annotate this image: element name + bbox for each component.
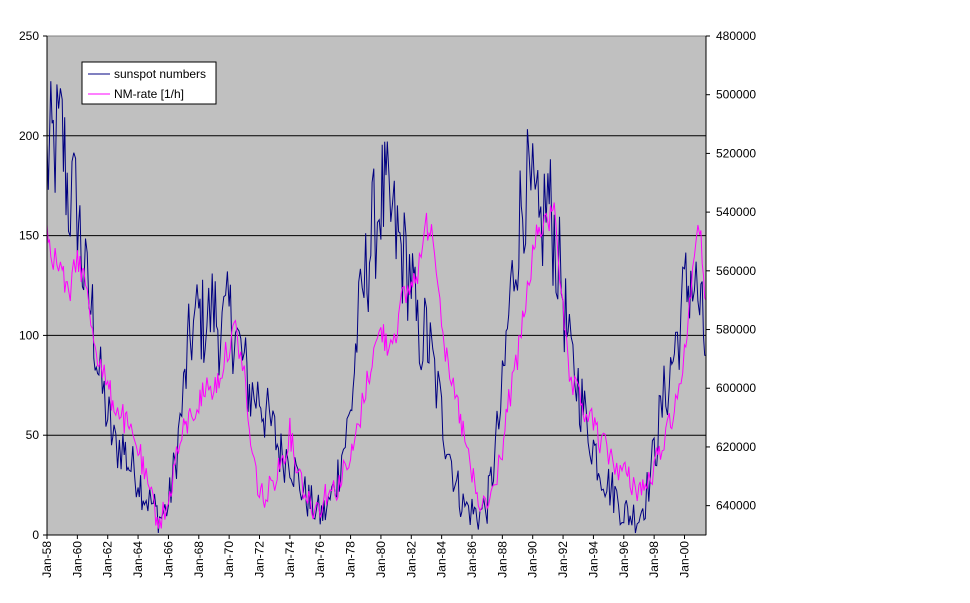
x-axis-tick-label: Jan-72 — [252, 541, 266, 578]
plot-area — [47, 36, 706, 535]
right-axis-tick-label: 560000 — [716, 264, 756, 278]
legend: sunspot numbers NM-rate [1/h] — [81, 61, 217, 105]
series-line-sunspot-numbers — [46, 81, 707, 534]
x-axis-tick-label: Jan-60 — [70, 541, 84, 578]
legend-label: NM-rate [1/h] — [114, 87, 184, 101]
series-line-nm-rate — [46, 202, 707, 529]
x-axis-tick-label: Jan-80 — [374, 541, 388, 578]
right-axis-tick-label: 600000 — [716, 381, 756, 395]
right-axis-tick-label: 540000 — [716, 205, 756, 219]
x-axis-tick-label: Jan-96 — [617, 541, 631, 578]
left-axis-tick-label: 0 — [32, 528, 39, 542]
legend-label: sunspot numbers — [114, 67, 206, 81]
x-axis-tick-label: Jan-58 — [40, 541, 54, 578]
x-axis-tick-label: Jan-62 — [101, 541, 115, 578]
left-axis-tick-label: 150 — [19, 229, 39, 243]
x-axis-tick-label: Jan-66 — [161, 541, 175, 578]
x-axis-tick-label: Jan-92 — [556, 541, 570, 578]
x-axis-tick-label: Jan-78 — [344, 541, 358, 578]
x-axis-tick-label: Jan-00 — [677, 541, 691, 578]
right-axis-tick-label: 640000 — [716, 499, 756, 513]
legend-box — [81, 61, 217, 105]
left-axis-tick-label: 100 — [19, 328, 39, 342]
x-axis-tick-label: Jan-88 — [495, 541, 509, 578]
right-axis: 480000 500000 520000 540000 560000 580000 6000… — [705, 29, 756, 535]
x-axis-tick-label: Jan-94 — [586, 541, 600, 578]
x-axis-tick-label: Jan-68 — [192, 541, 206, 578]
x-axis-tick-label: Jan-70 — [222, 541, 236, 578]
x-axis-tick-label: Jan-64 — [131, 541, 145, 578]
x-axis-tick-label: Jan-76 — [313, 541, 327, 578]
x-axis: Jan-58 Jan-60 Jan-62 Jan-64 Jan-66 Jan-68 Jan-… — [40, 534, 706, 578]
right-axis-tick-label: 520000 — [716, 146, 756, 160]
right-axis-tick-label: 480000 — [716, 29, 756, 43]
right-axis-tick-label: 620000 — [716, 440, 756, 454]
x-axis-tick-label: Jan-90 — [526, 541, 540, 578]
x-axis-tick-label: Jan-86 — [465, 541, 479, 578]
x-axis-tick-label: Jan-98 — [647, 541, 661, 578]
left-axis-tick-label: 250 — [19, 29, 39, 43]
x-axis-tick-label: Jan-82 — [404, 541, 418, 578]
x-axis-tick-label: Jan-84 — [435, 541, 449, 578]
right-axis-tick-label: 500000 — [716, 88, 756, 102]
left-axis-tick-label: 200 — [19, 129, 39, 143]
series-layer — [46, 81, 707, 534]
left-axis-tick-label: 50 — [26, 428, 40, 442]
left-axis: 0 50 100 150 200 250 — [19, 29, 48, 542]
right-axis-tick-label: 580000 — [716, 323, 756, 337]
x-axis-tick-label: Jan-74 — [283, 541, 297, 578]
